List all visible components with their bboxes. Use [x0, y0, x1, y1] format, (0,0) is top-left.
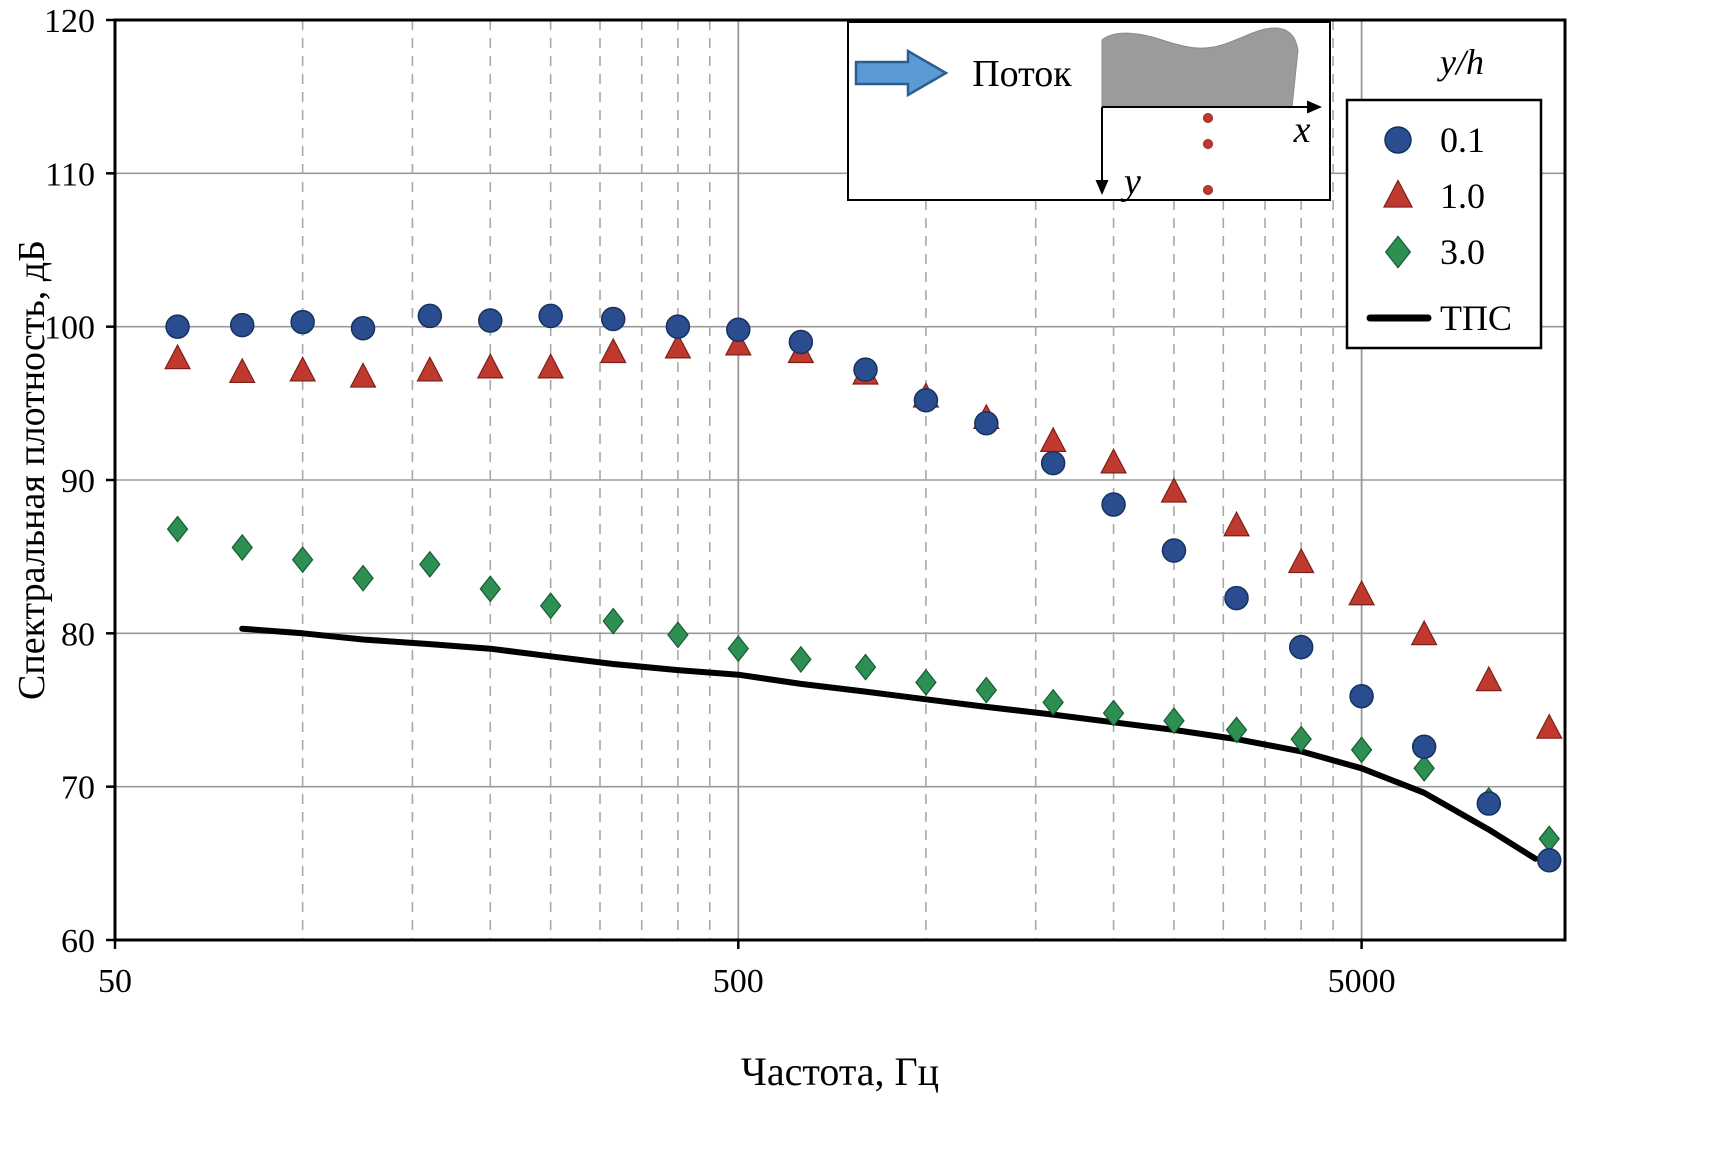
- inset-schematic: Поток x y: [847, 21, 1331, 203]
- x-tick-label: 5000: [1328, 963, 1396, 1000]
- y-tick-label: 70: [61, 770, 95, 807]
- x-axis-title: Частота, Гц: [740, 1049, 940, 1094]
- legend-box: [1345, 98, 1543, 350]
- legend-entry-label: 3.0: [1440, 232, 1485, 272]
- y-axis-arrowhead-icon: [1095, 180, 1109, 195]
- tps-line-series: [239, 625, 1539, 862]
- probe-dot: [1203, 185, 1213, 195]
- inset-x-axis-label: x: [1293, 109, 1311, 151]
- inset-y-axis-label: y: [1120, 161, 1141, 203]
- axis-tick-labels: 60 70 80 90 100 110 120 50 500 5000: [44, 3, 1396, 1000]
- y-tick-label: 110: [45, 156, 95, 193]
- x-axis-arrowhead-icon: [1307, 100, 1322, 114]
- legend: y/h 0.1 1.0 3.0 ТПС: [1345, 42, 1543, 350]
- legend-entry-label: 0.1: [1440, 120, 1485, 160]
- y-axis-title: Спектральная плотность, дБ: [11, 240, 53, 700]
- legend-entry-label: 1.0: [1440, 176, 1485, 216]
- y-tick-label: 100: [44, 310, 95, 347]
- y-tick-label: 80: [61, 616, 95, 653]
- legend-entry-label: ТПС: [1440, 298, 1512, 338]
- x-tick-label: 500: [713, 963, 764, 1000]
- flow-label: Поток: [972, 53, 1072, 95]
- probe-dot: [1203, 113, 1213, 123]
- probe-dot: [1203, 139, 1213, 149]
- y-tick-label: 60: [61, 923, 95, 960]
- legend-title: y/h: [1437, 42, 1484, 82]
- flow-arrow-icon: [854, 48, 949, 98]
- x-tick-label: 50: [98, 963, 132, 1000]
- series-0.1: [165, 303, 1562, 873]
- y-tick-label: 120: [44, 3, 95, 40]
- y-tick-label: 90: [61, 463, 95, 500]
- body-cross-section: [1101, 27, 1299, 108]
